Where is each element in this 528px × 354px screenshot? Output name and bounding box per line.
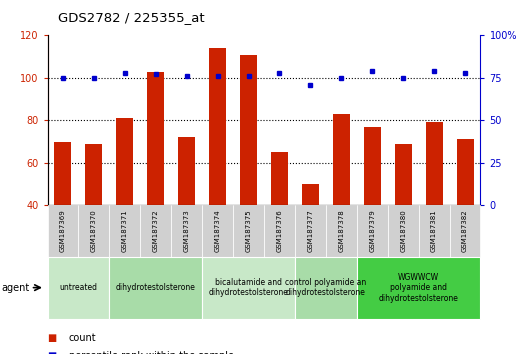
Bar (457, 139, 474, 290)
Bar (116, 118, 134, 290)
Text: GSM187380: GSM187380 (400, 210, 406, 252)
Text: percentile rank within the sample: percentile rank within the sample (69, 351, 233, 354)
Bar (333, 114, 350, 290)
Bar (178, 137, 195, 290)
Text: GSM187382: GSM187382 (462, 210, 468, 252)
Text: control polyamide an
dihydrotestolsterone: control polyamide an dihydrotestolsteron… (285, 278, 366, 297)
Bar (240, 55, 257, 290)
Bar (302, 184, 319, 290)
Text: GSM187369: GSM187369 (60, 210, 66, 252)
Text: GSM187372: GSM187372 (153, 210, 159, 252)
Text: count: count (69, 333, 96, 343)
Text: GSM187370: GSM187370 (91, 210, 97, 252)
Text: bicalutamide and
dihydrotestolsterone: bicalutamide and dihydrotestolsterone (209, 278, 288, 297)
Bar (147, 72, 164, 290)
Text: dihydrotestolsterone: dihydrotestolsterone (116, 283, 196, 292)
Text: WGWWCW
polyamide and
dihydrotestolsterone: WGWWCW polyamide and dihydrotestolsteron… (379, 273, 458, 303)
Text: GSM187378: GSM187378 (338, 210, 344, 252)
Bar (54, 142, 71, 290)
Text: GSM187374: GSM187374 (214, 210, 221, 252)
Text: GSM187381: GSM187381 (431, 210, 437, 252)
Text: GSM187376: GSM187376 (277, 210, 282, 252)
Text: GSM187377: GSM187377 (307, 210, 314, 252)
Text: GSM187379: GSM187379 (369, 210, 375, 252)
Text: GSM187371: GSM187371 (122, 210, 128, 252)
Bar (394, 144, 412, 290)
Text: GDS2782 / 225355_at: GDS2782 / 225355_at (58, 11, 205, 24)
Bar (271, 152, 288, 290)
Bar (86, 144, 102, 290)
Text: ■: ■ (48, 333, 57, 343)
Text: untreated: untreated (60, 283, 98, 292)
Text: agent: agent (2, 282, 30, 293)
Text: ■: ■ (48, 351, 57, 354)
Bar (426, 122, 442, 290)
Bar (364, 127, 381, 290)
Text: GSM187375: GSM187375 (246, 210, 251, 252)
Bar (209, 48, 226, 290)
Text: GSM187373: GSM187373 (184, 210, 190, 252)
